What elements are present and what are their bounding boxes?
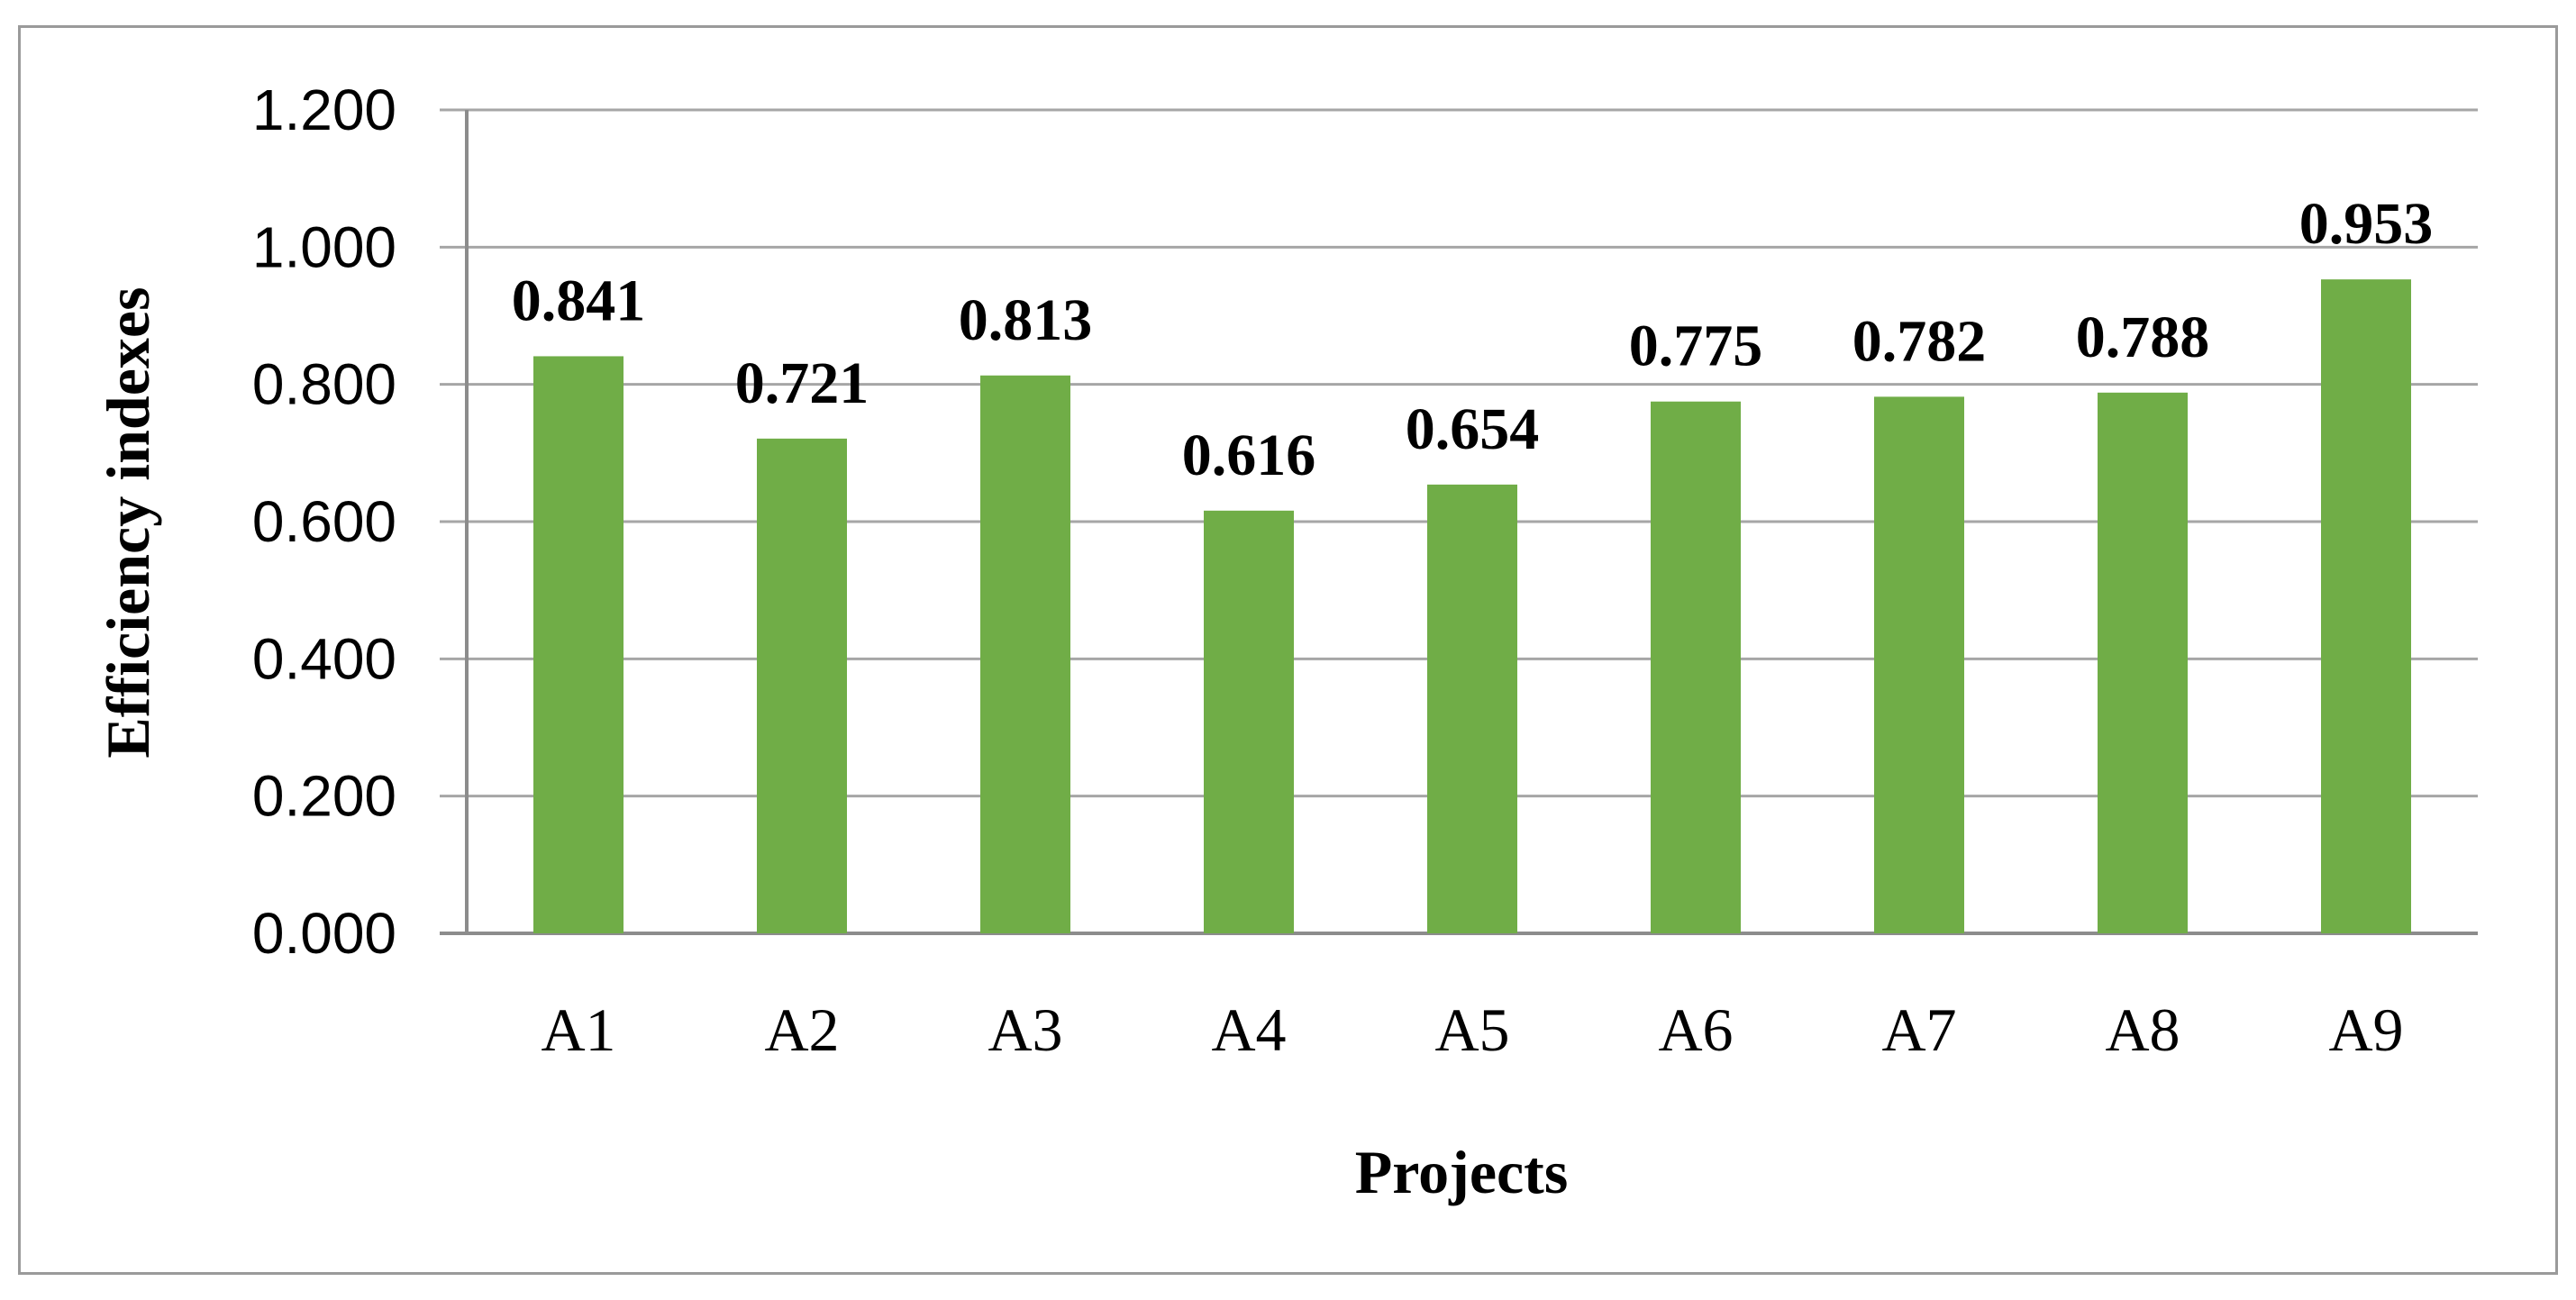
data-labels: 0.841 0.721 0.813 0.616 0.654 0.775 0.782 0.788… bbox=[512, 191, 2434, 488]
data-label: 0.953 bbox=[2299, 191, 2434, 257]
data-label: 0.782 bbox=[1852, 308, 1987, 374]
x-tick-label: A6 bbox=[1658, 995, 1733, 1064]
data-label: 0.813 bbox=[959, 287, 1093, 353]
x-tick-label: A9 bbox=[2328, 995, 2403, 1064]
data-label: 0.841 bbox=[512, 268, 646, 333]
y-tick-label: 0.800 bbox=[252, 352, 396, 417]
bars bbox=[533, 279, 2411, 934]
data-label: 0.775 bbox=[1629, 314, 1763, 379]
x-tick-label: A1 bbox=[541, 995, 615, 1064]
bar-a7 bbox=[1874, 396, 1964, 933]
data-label: 0.788 bbox=[2076, 305, 2210, 370]
bar-a5 bbox=[1427, 484, 1517, 933]
y-axis-ticks: 0.000 0.200 0.400 0.600 0.800 1.000 1.200 bbox=[252, 77, 396, 966]
x-tick-label: A7 bbox=[1881, 995, 1956, 1064]
data-label: 0.654 bbox=[1406, 396, 1540, 462]
x-tick-label: A3 bbox=[988, 995, 1062, 1064]
y-tick-label: 0.200 bbox=[252, 764, 396, 829]
bar-a4 bbox=[1204, 510, 1294, 933]
bar-a9 bbox=[2321, 279, 2411, 933]
x-tick-label: A4 bbox=[1211, 995, 1286, 1064]
bar-a3 bbox=[980, 375, 1070, 933]
x-axis-title: Projects bbox=[1355, 1138, 1569, 1206]
x-tick-label: A2 bbox=[764, 995, 839, 1064]
x-axis-categories: A1 A2 A3 A4 A5 A6 A7 A8 A9 bbox=[541, 995, 2403, 1064]
x-tick-label: A5 bbox=[1434, 995, 1509, 1064]
y-tick-label: 1.200 bbox=[252, 77, 396, 142]
bar-a8 bbox=[2098, 392, 2188, 934]
bar-a2 bbox=[757, 438, 847, 933]
data-label: 0.721 bbox=[735, 350, 869, 416]
bar-a6 bbox=[1651, 401, 1741, 933]
data-label: 0.616 bbox=[1182, 423, 1316, 488]
y-axis-title: Efficiency indexes bbox=[94, 286, 162, 758]
y-tick-label: 1.000 bbox=[252, 214, 396, 279]
y-tick-label: 0.400 bbox=[252, 626, 396, 691]
bar-a1 bbox=[533, 356, 624, 933]
x-tick-label: A8 bbox=[2105, 995, 2180, 1064]
y-tick-label: 0.600 bbox=[252, 489, 396, 554]
y-tick-label: 0.000 bbox=[252, 901, 396, 966]
